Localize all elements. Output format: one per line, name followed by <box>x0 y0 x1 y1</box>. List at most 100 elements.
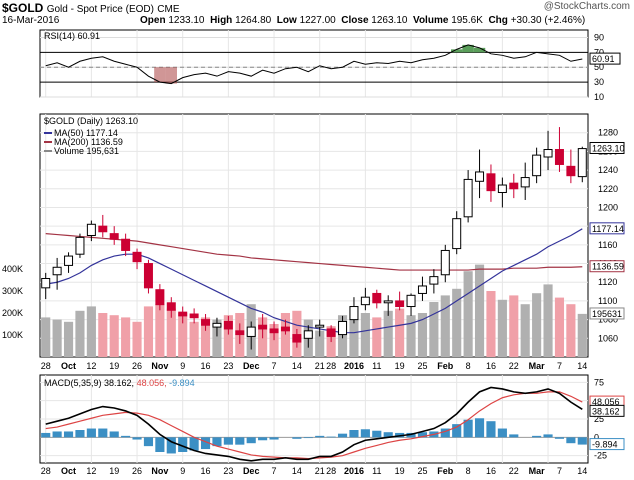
macd-histogram-bar <box>269 437 279 440</box>
volume-value-box <box>589 307 625 320</box>
price-legend: $GOLD (Daily) 1263.10 <box>44 116 138 126</box>
x-tick-label: 11 <box>372 361 381 371</box>
macd-histogram-bar <box>132 437 142 440</box>
volume-bar <box>212 319 222 357</box>
volume-bar <box>109 315 119 357</box>
x-tick-label: Feb <box>437 466 454 476</box>
macd-legend-hist: -9.894 <box>169 378 195 388</box>
ma200-value-label-box <box>589 260 625 273</box>
rsi-overbought-fill <box>462 44 474 53</box>
volume-bar <box>200 317 211 357</box>
macd-histogram-bar <box>566 437 576 444</box>
rsi-tick-label: 30 <box>594 77 604 87</box>
signal-value-label: 48.056 <box>592 397 620 407</box>
macd-legend-macd: 38.162, <box>104 378 137 388</box>
candle-body <box>315 324 325 328</box>
volume-bar <box>566 304 576 357</box>
macd-histogram-bar <box>337 433 348 438</box>
candle-body <box>509 182 519 190</box>
rsi-line <box>45 44 583 85</box>
rsi-oversold-fill <box>154 67 166 83</box>
candle-body <box>292 334 302 343</box>
candle-body <box>98 225 108 233</box>
macd-legend-prefix: MACD(5,35,9) <box>44 378 104 388</box>
macd-histogram-bar <box>155 437 165 452</box>
macd-histogram-bar <box>440 428 450 438</box>
candle-body <box>75 236 85 255</box>
x-tick-label: 14 <box>292 361 302 371</box>
macd-histogram-bar <box>52 431 62 438</box>
price-frame <box>39 113 589 358</box>
candle-body <box>64 255 74 266</box>
volume-bar <box>554 297 565 357</box>
x-tick-label: 16 <box>486 466 496 476</box>
volume-tick-label: 200K <box>2 308 23 318</box>
macd-histogram-bar <box>212 437 222 447</box>
candle-body <box>543 149 553 158</box>
volume-bar <box>452 288 462 357</box>
ma200-value-label: 1136.59 <box>592 262 624 272</box>
x-tick-label: 12 <box>86 466 96 476</box>
macd-histogram-bar <box>166 437 176 454</box>
candle-body <box>303 330 313 339</box>
macd-histogram-bar <box>143 437 154 447</box>
volume-tick-label: 100K <box>2 330 23 340</box>
x-tick-label: 16 <box>201 466 211 476</box>
candle-body <box>166 302 176 311</box>
x-tick-label: 14 <box>292 466 302 476</box>
macd-value-label: 38.162 <box>592 406 620 416</box>
low-value: 1227.00 <box>299 15 336 26</box>
price-tick-label: 1120 <box>598 277 617 287</box>
macd-histogram-bar <box>497 428 507 438</box>
macd-histogram-bar <box>474 418 485 438</box>
price-series-legend: Volume 195,631 <box>54 146 119 156</box>
price-tick-label: 1240 <box>598 165 618 175</box>
macd-histogram-bar <box>554 437 565 439</box>
rsi-overbought-fill <box>473 47 486 53</box>
volume-value: 195.6K <box>451 15 483 26</box>
price-series-legend: MA(50) 1177.14 <box>54 128 118 138</box>
date-label: 16-Mar-2016 <box>2 15 60 26</box>
macd-histogram-bar <box>577 437 587 445</box>
chart-title: $GOLD Gold - Spot Price (EOD) CME <box>2 1 180 15</box>
price-series-legend: MA(200) 1136.59 <box>54 137 123 147</box>
x-tick-label: 2016 <box>344 466 364 476</box>
macd-histogram-bar <box>235 437 245 445</box>
price-tick-label: 1060 <box>598 333 618 343</box>
macd-legend-signal: 48.056, <box>137 378 170 388</box>
volume-bar <box>98 313 108 357</box>
x-tick-label: 25 <box>417 361 427 371</box>
ohlc-summary: Open 1233.10 High 1264.80 Low 1227.00 Cl… <box>140 15 585 26</box>
candle-body <box>223 320 233 330</box>
candle-body <box>132 251 142 263</box>
x-tick-label: 28 <box>41 361 51 371</box>
macd-histogram-bar <box>258 437 268 441</box>
macd-legend: MACD(5,35,9) 38.162, 48.056, -9.894 <box>44 378 195 388</box>
macd-tick-label: 0 <box>594 432 599 442</box>
exchange: CME <box>157 4 180 15</box>
volume-bar <box>269 324 279 357</box>
price-tick-label: 1160 <box>598 240 617 250</box>
volume-bar <box>121 317 131 357</box>
candle-body <box>349 306 359 321</box>
macd-histogram-bar <box>200 437 211 450</box>
macd-histogram-bar <box>63 431 74 438</box>
low-label: Low <box>276 15 297 26</box>
x-tick-label: 12 <box>86 361 96 371</box>
volume-bar <box>86 306 96 357</box>
macd-histogram-bar <box>189 437 199 451</box>
volume-bar <box>52 319 62 357</box>
candle-body <box>440 249 450 276</box>
macd-histogram-bar <box>463 419 473 438</box>
macd-histogram-bar <box>372 430 382 438</box>
candle-body <box>189 313 199 319</box>
hist-value-box <box>589 438 625 451</box>
candle-body <box>520 177 530 188</box>
candle-body <box>417 285 427 294</box>
chg-label: Chg <box>488 15 508 26</box>
candle-body <box>212 322 222 328</box>
macd-histogram-bar <box>121 435 131 438</box>
last-price-label-box <box>589 141 625 154</box>
rsi-panel: 10 30 50 70 90 RSI(14) 60.91 60.91 <box>39 29 621 102</box>
volume-bar <box>395 308 405 357</box>
